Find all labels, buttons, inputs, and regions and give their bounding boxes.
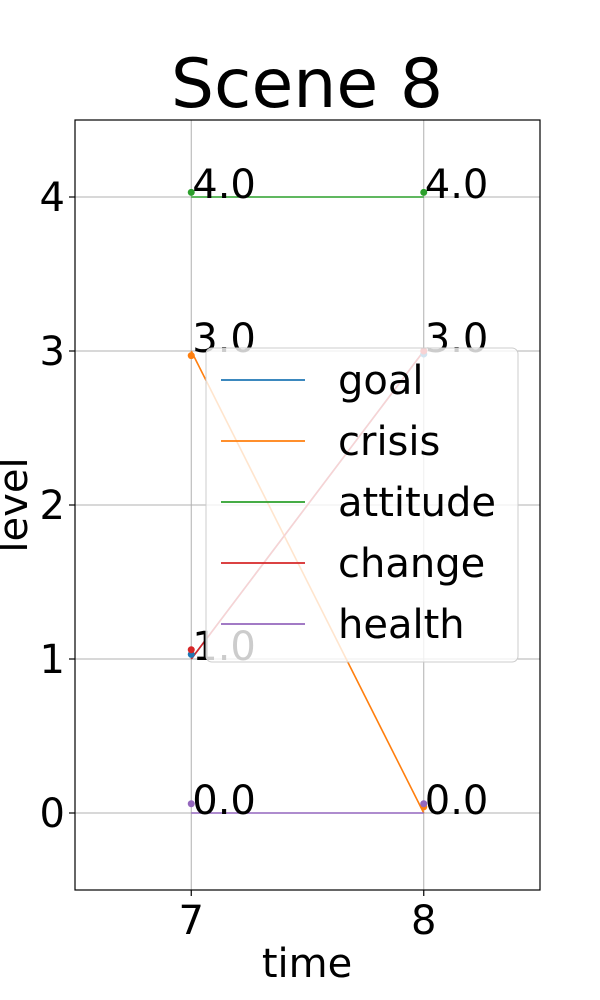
data-point-change bbox=[187, 646, 195, 654]
data-point-health bbox=[420, 800, 428, 808]
legend-label-change: change bbox=[338, 541, 485, 587]
data-point-attitude bbox=[187, 188, 195, 196]
x-axis-label: time bbox=[262, 941, 352, 987]
chart-title: Scene 8 bbox=[171, 45, 443, 124]
x-tick-label: 8 bbox=[411, 898, 436, 944]
data-point-health bbox=[187, 800, 195, 808]
y-tick-label: 2 bbox=[40, 483, 65, 529]
data-point-crisis bbox=[187, 352, 195, 360]
legend-label-health: health bbox=[338, 602, 465, 648]
data-label: 0.0 bbox=[192, 778, 256, 824]
legend-label-attitude: attitude bbox=[338, 480, 496, 526]
legend-label-goal: goal bbox=[338, 358, 424, 404]
y-axis-label: level bbox=[0, 457, 37, 552]
legend: goal crisis attitude change health bbox=[205, 347, 519, 663]
y-tick-label: 3 bbox=[40, 329, 65, 375]
y-tick-label: 1 bbox=[40, 637, 65, 683]
data-label: 0.0 bbox=[425, 778, 489, 824]
data-label: 4.0 bbox=[192, 162, 256, 208]
legend-label-crisis: crisis bbox=[338, 419, 440, 465]
x-tick-label: 7 bbox=[179, 898, 204, 944]
y-tick-label: 4 bbox=[40, 175, 65, 221]
legend-box bbox=[205, 347, 519, 663]
y-tick-label: 0 bbox=[40, 791, 65, 837]
data-point-attitude bbox=[420, 188, 428, 196]
data-label: 4.0 bbox=[425, 162, 489, 208]
axis-ticks: 7 8 0 1 2 3 4 bbox=[40, 175, 437, 944]
